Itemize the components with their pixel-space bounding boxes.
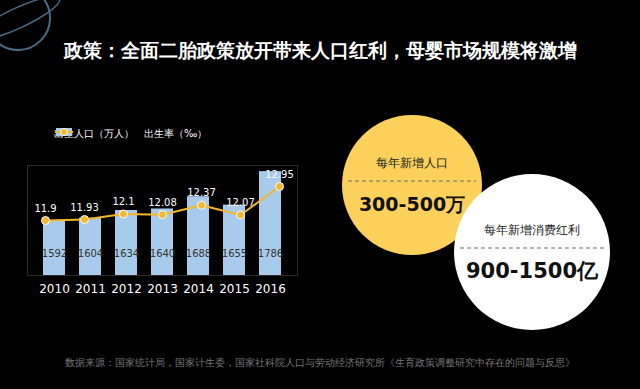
svg-text:每年新增消费红利: 每年新增消费红利 [484, 223, 580, 237]
svg-text:2010: 2010 [39, 282, 70, 296]
svg-text:1592: 1592 [42, 248, 67, 259]
svg-text:2011: 2011 [75, 282, 106, 296]
svg-text:2014: 2014 [183, 282, 214, 296]
svg-text:11.9: 11.9 [34, 203, 56, 214]
svg-text:2012: 2012 [111, 282, 142, 296]
html-text:数据来源：国家统计局，国家计生委，国家社科院人口与劳动经济研: 数据来源：国家统计局，国家计生委，国家社科院人口与劳动经济研究所《生育政策调整研… [65, 357, 575, 368]
svg-text:900-1500亿: 900-1500亿 [466, 259, 599, 283]
svg-text:12.1: 12.1 [112, 196, 134, 207]
svg-text:每年新增人口: 每年新增人口 [376, 156, 448, 170]
svg-text:2015: 2015 [219, 282, 250, 296]
svg-text:300-500万: 300-500万 [359, 193, 465, 215]
svg-text:2016: 2016 [255, 282, 286, 296]
html-text:出生人口（万人）: 出生人口（万人） [54, 128, 134, 139]
svg-text:1640: 1640 [150, 248, 175, 259]
svg-text:12.08: 12.08 [148, 197, 177, 208]
html-text:出生率（‰）: 出生率（‰） [144, 128, 208, 139]
svg-text:12.95: 12.95 [265, 169, 294, 180]
svg-text:12.07: 12.07 [226, 197, 255, 208]
svg-text:1634: 1634 [114, 248, 139, 259]
svg-text:1688: 1688 [186, 248, 211, 259]
svg-text:1786: 1786 [258, 248, 283, 259]
svg-text:11.93: 11.93 [70, 202, 99, 213]
svg-text:12.37: 12.37 [187, 187, 216, 198]
svg-text:1604: 1604 [78, 248, 103, 259]
svg-text:2013: 2013 [147, 282, 178, 296]
html-text:政策：全面二胎政策放开带来人口红利，母婴市场规模将激增: 政策：全面二胎政策放开带来人口红利，母婴市场规模将激增 [63, 39, 577, 61]
svg-text:1655: 1655 [222, 248, 247, 259]
